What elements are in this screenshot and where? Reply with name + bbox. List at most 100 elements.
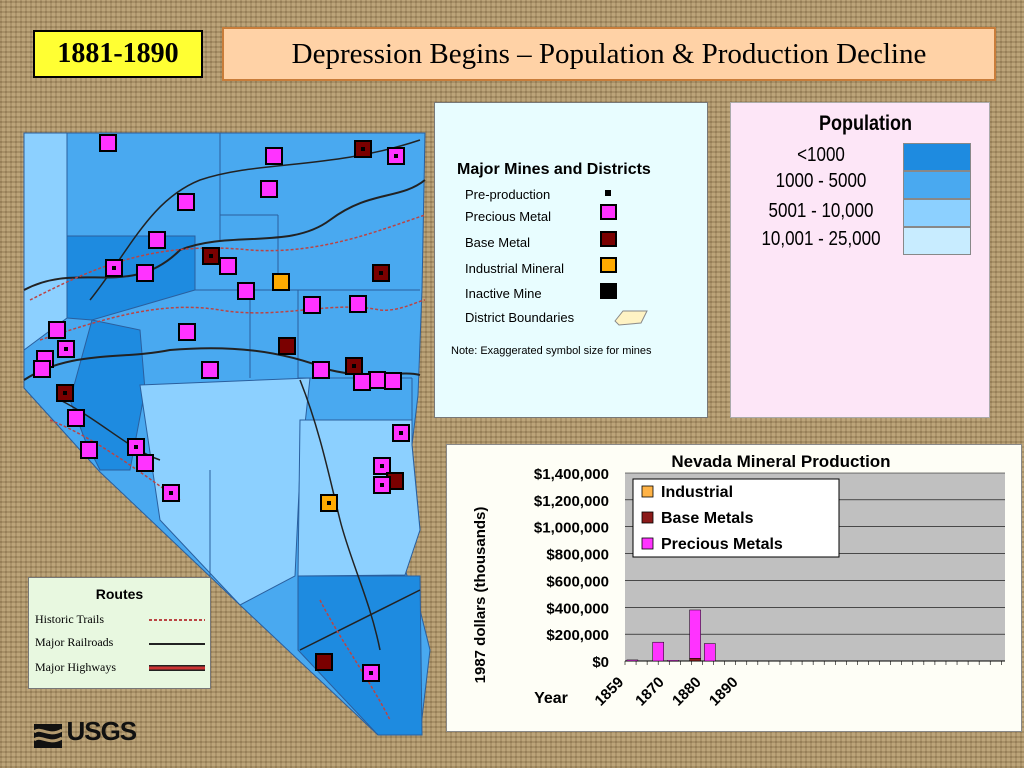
mine-symbol-icon [353, 373, 371, 391]
usgs-wave-icon [33, 723, 63, 748]
chart-x-tick-label: 1890 [706, 674, 742, 710]
pre-production-dot-icon [134, 445, 138, 449]
chart-x-axis-label: Year [534, 690, 568, 707]
mines-legend-heading: Major Mines and Districts [457, 161, 651, 178]
chart-legend-label: Industrial [661, 484, 733, 501]
chart-title: Nevada Mineral Production [671, 452, 890, 471]
mine-symbol-icon [315, 653, 333, 671]
historic-trail [39, 299, 426, 341]
chart-legend-swatch [641, 511, 654, 524]
legend-label-inactive-mine: Inactive Mine [465, 286, 542, 301]
chart-legend [632, 478, 840, 558]
base-metal-symbol-icon [600, 231, 617, 247]
chart-y-tick-label: $200,000 [546, 627, 609, 644]
mine-symbol-icon [178, 323, 196, 341]
chart-bar [626, 659, 639, 662]
chart-y-axis-label: 1987 dollars (thousands) [472, 507, 489, 684]
mine-symbol-icon [303, 296, 321, 314]
chart-y-tick-label: $800,000 [546, 547, 609, 564]
railroad-route [23, 179, 426, 291]
county-region [297, 419, 421, 577]
mine-symbol-icon [272, 273, 290, 291]
legend-label-base-metal: Base Metal [465, 235, 531, 250]
pre-production-dot-icon [64, 347, 68, 351]
railroad-route [89, 139, 421, 301]
mine-symbol-icon [368, 371, 386, 389]
industrial-mineral-symbol-icon [600, 257, 617, 273]
pre-production-dot-icon [394, 154, 398, 158]
mine-symbol-icon [148, 231, 166, 249]
population-class-label: <1000 [797, 143, 845, 166]
precious-metal-symbol-icon [600, 204, 617, 220]
period-label: 1881-1890 [33, 30, 203, 78]
chart-x-tick-label: 1870 [632, 674, 668, 710]
routes-symbols [149, 619, 205, 671]
chart-legend-swatch [641, 537, 654, 550]
routes-label-trails: Historic Trails [35, 612, 105, 626]
mine-symbol-icon [349, 295, 367, 313]
pre-production-dot-icon [112, 266, 116, 270]
pre-production-dot-icon [361, 147, 365, 151]
pre-production-dot-icon [369, 671, 373, 675]
population-class-label: 1000 - 5000 [775, 169, 867, 192]
population-swatch [903, 227, 971, 255]
historic-trail [319, 599, 391, 721]
mine-symbol-icon [201, 361, 219, 379]
legend-label-district-boundaries: District Boundaries [465, 310, 575, 325]
population-class-label: 10,001 - 25,000 [761, 227, 881, 250]
pre-production-dot-icon [169, 491, 173, 495]
pre-production-dot-icon [380, 483, 384, 487]
legend-label-pre-production: Pre-production [465, 187, 551, 202]
chart-y-tick-label: $1,200,000 [534, 493, 609, 510]
mine-symbol-icon [219, 257, 237, 275]
pre-production-dot-icon [327, 501, 331, 505]
chart-bar [667, 660, 679, 662]
inactive-mine-symbol-icon [600, 283, 617, 299]
chart-y-tick-label: $400,000 [546, 600, 609, 617]
pre-production-dot-icon [209, 254, 213, 258]
chart-bar [704, 643, 716, 662]
page-title: Depression Begins – Population & Product… [222, 27, 996, 81]
county-region [23, 132, 68, 351]
railroad-route [299, 379, 381, 651]
routes-legend: Routes Historic Trails Major Railroads M… [28, 577, 211, 689]
mine-symbol-icon [177, 193, 195, 211]
population-legend: Population <1000 1000 - 5000 5001 - 10,0… [730, 102, 990, 418]
population-swatch [903, 171, 971, 199]
district-boundary-symbol-icon [614, 310, 648, 326]
chart-bar [652, 641, 664, 662]
mine-symbol-icon [312, 361, 330, 379]
mine-symbol-icon [136, 454, 154, 472]
legend-label-precious-metal: Precious Metal [465, 209, 551, 224]
chart-legend-label: Precious Metals [661, 536, 783, 553]
legend-label-industrial-mineral: Industrial Mineral [465, 261, 564, 276]
chart-y-tick-label: $1,400,000 [534, 466, 609, 483]
chart-bar [689, 658, 701, 662]
routes-label-highways: Major Highways [35, 660, 116, 674]
chart-y-tick-label: $600,000 [546, 573, 609, 590]
mine-symbol-icon [48, 321, 66, 339]
railroad-route [299, 589, 421, 651]
chart-bar [689, 609, 701, 659]
routes-label-railroads: Major Railroads [35, 635, 114, 649]
mine-symbol-icon [33, 360, 51, 378]
chart-legend-swatch [641, 485, 654, 498]
chart-y-tick-label: $0 [592, 654, 609, 671]
pre-production-dot-icon [352, 364, 356, 368]
production-chart-svg: Nevada Mineral Production 1987 dollars (… [472, 452, 1005, 710]
mine-symbol-icon [237, 282, 255, 300]
chart-y-tick-label: $1,000,000 [534, 520, 609, 537]
pre-production-dot-icon [380, 464, 384, 468]
chart-legend-label: Base Metals [661, 510, 754, 527]
historic-trail [29, 214, 426, 301]
mine-symbol-icon [67, 409, 85, 427]
mine-symbol-icon [80, 441, 98, 459]
production-chart: Nevada Mineral Production 1987 dollars (… [446, 444, 1022, 732]
usgs-logo: USGS [33, 716, 137, 750]
mine-symbol-icon [278, 337, 296, 355]
pre-production-dot-icon [63, 391, 67, 395]
mine-symbol-icon [99, 134, 117, 152]
county-region [297, 575, 423, 736]
usgs-logo-text: USGS [66, 716, 137, 746]
